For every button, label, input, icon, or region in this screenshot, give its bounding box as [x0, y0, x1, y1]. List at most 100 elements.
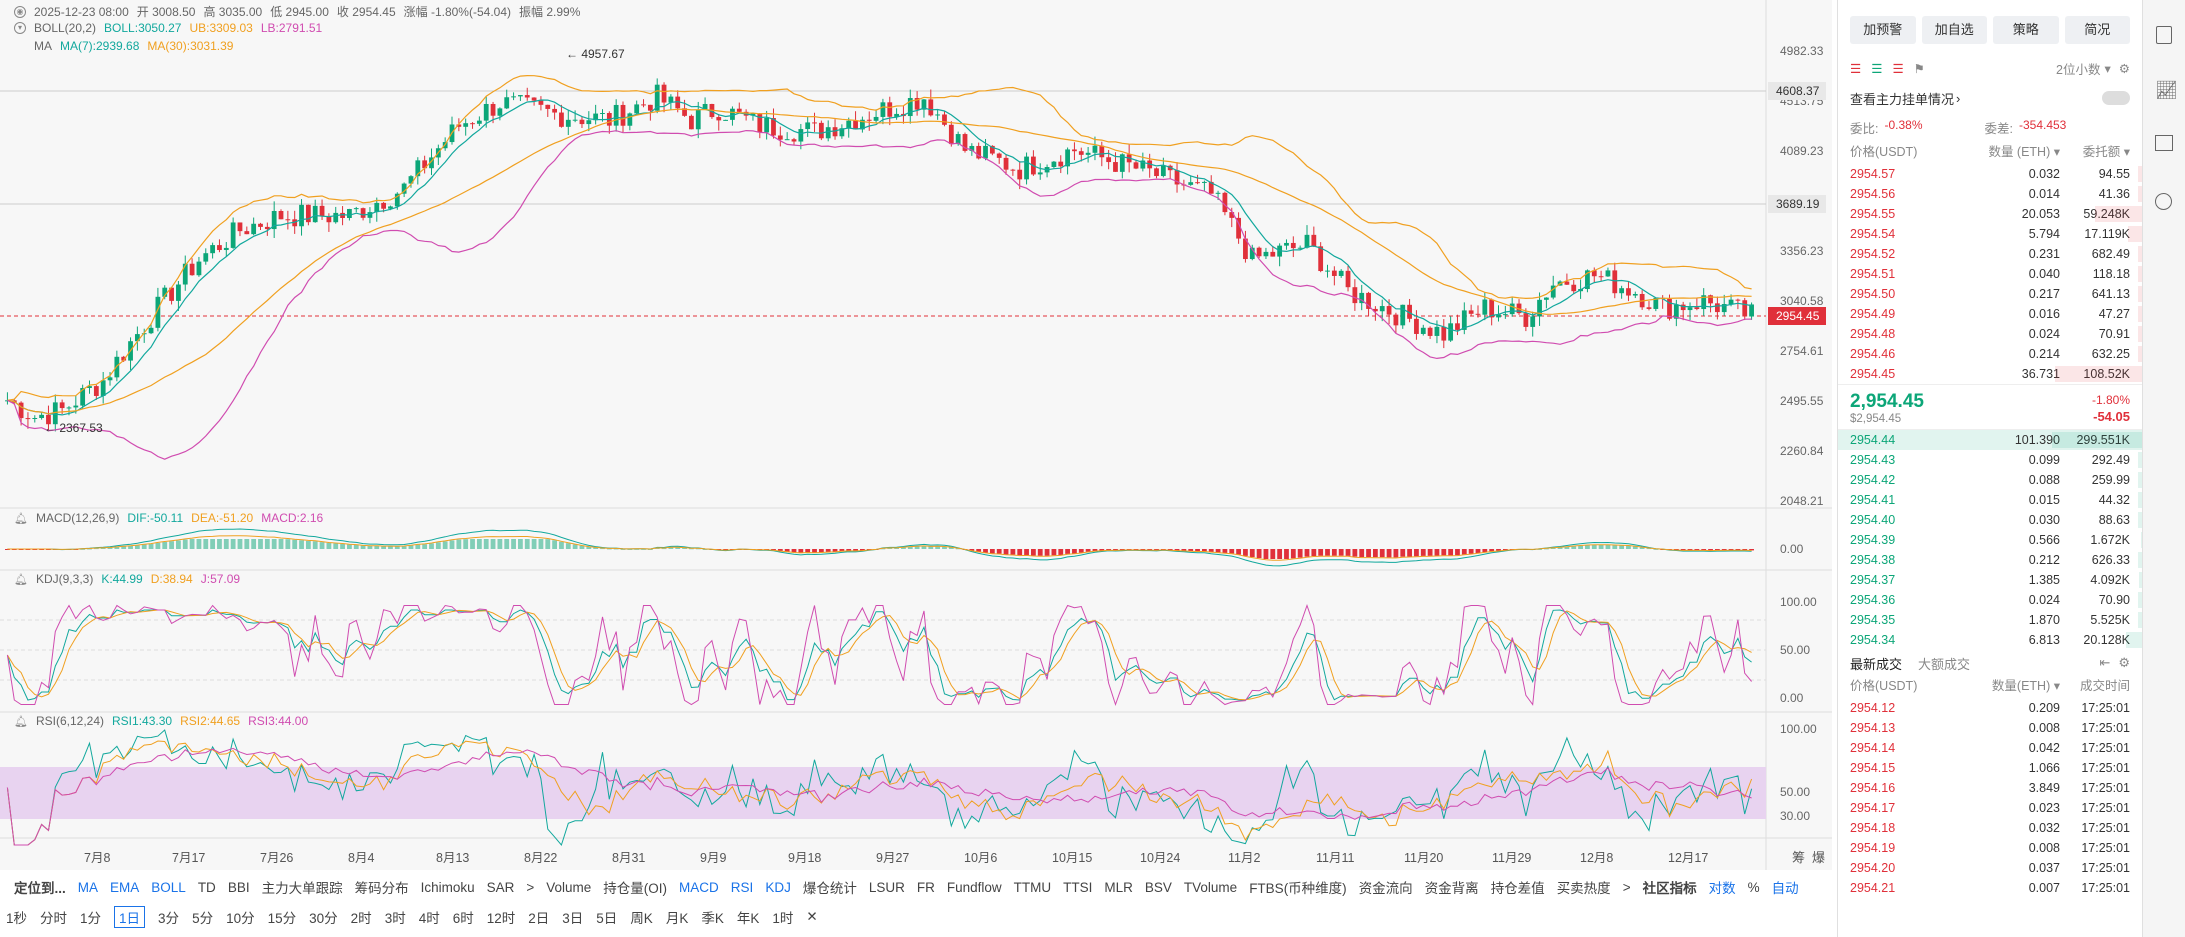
ask-row-price: 2954.45 — [1850, 367, 1896, 381]
timeframe-1[interactable]: 分时 — [40, 911, 68, 926]
action-button-1[interactable]: 加自选 — [1921, 16, 1987, 44]
indicator-17[interactable]: LSUR — [868, 879, 905, 895]
timeframe-17[interactable]: 周K — [630, 911, 653, 926]
eye-icon[interactable] — [14, 40, 26, 52]
indicator-27[interactable]: 资金背离 — [1424, 881, 1479, 896]
candle-body — [976, 145, 982, 159]
indicator-2[interactable]: EMA — [110, 879, 140, 895]
layout-ask-icon[interactable]: ☰ — [1892, 61, 1904, 76]
depth-bar — [2125, 632, 2142, 648]
timeframe-19[interactable]: 季K — [701, 911, 724, 926]
settings-icon[interactable] — [2155, 193, 2172, 210]
indicator-0[interactable]: 定位到... — [14, 881, 66, 896]
timeframe-21[interactable]: 1时 — [772, 911, 794, 926]
indicator-33[interactable]: % — [1747, 879, 1760, 895]
chart-icon[interactable]: 📈︎ — [2155, 80, 2178, 100]
bell-icon[interactable]: 🔔︎ — [14, 573, 28, 586]
timeframe-18[interactable]: 月K — [665, 911, 689, 926]
indicator-7[interactable]: 筹码分布 — [354, 881, 409, 896]
timeframe-11[interactable]: 4时 — [418, 911, 440, 926]
indicator-23[interactable]: BSV — [1144, 879, 1172, 895]
indicator-24[interactable]: TVolume — [1183, 879, 1238, 895]
macd-bar — [935, 546, 941, 549]
gear-icon[interactable]: ⚙ — [2118, 655, 2130, 670]
indicator-22[interactable]: MLR — [1104, 879, 1133, 895]
indicator-9[interactable]: SAR — [486, 879, 515, 895]
timeframe-13[interactable]: 12时 — [486, 911, 516, 926]
indicator-1[interactable]: MA — [77, 879, 99, 895]
rsi-value-0: RSI(6,12,24) — [35, 714, 105, 728]
timeframe-0[interactable]: 1秒 — [6, 911, 28, 926]
collapse-icon[interactable]: ▾ — [14, 22, 26, 34]
indicator-26[interactable]: 资金流向 — [1358, 881, 1413, 896]
indicator-18[interactable]: FR — [916, 879, 935, 895]
timeframe-14[interactable]: 2日 — [528, 911, 550, 926]
calculator-icon[interactable] — [2156, 26, 2172, 44]
indicator-34[interactable]: 自动 — [1771, 881, 1799, 896]
macd-bar — [1639, 547, 1645, 549]
indicator-11[interactable]: Volume — [546, 879, 592, 895]
timeframe-6[interactable]: 10分 — [226, 911, 255, 926]
indicator-5[interactable]: BBI — [227, 879, 250, 895]
timeframe-2[interactable]: 1分 — [80, 911, 102, 926]
bar-chart-icon[interactable] — [2155, 135, 2173, 151]
indicator-25[interactable]: FTBS(币种维度) — [1249, 881, 1347, 896]
indicator-30[interactable]: > — [1622, 879, 1631, 895]
indicator-10[interactable]: > — [526, 879, 535, 895]
timeframe-7[interactable]: 15分 — [267, 911, 297, 926]
timeframe-22[interactable]: ✕ — [806, 909, 818, 924]
action-button-3[interactable]: 简况 — [2064, 16, 2130, 44]
candle-body — [196, 261, 202, 276]
timeframe-16[interactable]: 5日 — [596, 911, 618, 926]
timeframe-9[interactable]: 2时 — [350, 911, 372, 926]
timeframe-5[interactable]: 5分 — [192, 911, 214, 926]
timeframe-8[interactable]: 30分 — [309, 911, 338, 926]
timeframe-10[interactable]: 3时 — [384, 911, 406, 926]
indicator-6[interactable]: 主力大单跟踪 — [261, 881, 343, 896]
timeframe-4[interactable]: 3分 — [158, 911, 180, 926]
action-button-2[interactable]: 策略 — [1993, 16, 2059, 44]
bell-icon[interactable]: 🔔︎ — [14, 512, 28, 525]
indicator-28[interactable]: 持仓差值 — [1490, 881, 1545, 896]
bid-row-qty: 0.566 — [2028, 533, 2060, 547]
eye-icon[interactable]: ◉ — [14, 5, 26, 18]
indicator-29[interactable]: 买卖热度 — [1556, 881, 1611, 896]
filter-icon[interactable]: ⇤ — [2099, 655, 2111, 670]
chart-area[interactable]: 4982.33 4513.75 4089.23 3356.23 3040.58 2754.… — [0, 0, 1832, 870]
gear-icon[interactable]: ⚙ — [2118, 61, 2130, 76]
candle-body — [1113, 162, 1118, 172]
indicator-31[interactable]: 社区指标 — [1642, 881, 1697, 896]
bid-row-qty: 1.870 — [2028, 613, 2060, 627]
tab-large-trades[interactable]: 大额成交 — [1918, 656, 1971, 672]
indicator-19[interactable]: Fundflow — [946, 879, 1002, 895]
indicator-13[interactable]: MACD — [679, 879, 719, 895]
layout-both-icon[interactable]: ☰ — [1850, 61, 1862, 76]
toggle-switch[interactable] — [2102, 91, 2130, 105]
flag-icon[interactable]: ⚑ — [1913, 61, 1925, 76]
indicator-32[interactable]: 对数 — [1708, 881, 1736, 896]
price-tick: 2495.55 — [1780, 394, 1824, 408]
timeframe-12[interactable]: 6时 — [452, 911, 474, 926]
indicator-20[interactable]: TTMU — [1013, 879, 1052, 895]
indicator-12[interactable]: 持仓量(OI) — [603, 881, 668, 896]
indicator-8[interactable]: Ichimoku — [420, 879, 475, 895]
kline-chart[interactable]: 4982.334513.754089.233356.233040.582754.… — [0, 0, 1832, 870]
tab-latest-trades[interactable]: 最新成交 — [1850, 656, 1903, 672]
indicator-14[interactable]: RSI — [730, 879, 754, 895]
bell-icon[interactable]: 🔔︎ — [14, 715, 28, 728]
indicator-4[interactable]: TD — [197, 879, 216, 895]
timeframe-20[interactable]: 年K — [736, 911, 760, 926]
timeframe-15[interactable]: 3日 — [562, 911, 584, 926]
indicator-21[interactable]: TTSI — [1063, 879, 1093, 895]
macd-bar — [1489, 549, 1495, 552]
main-orders-link[interactable]: 查看主力挂单情况 — [1850, 91, 1955, 107]
layout-bid-icon[interactable]: ☰ — [1871, 61, 1883, 76]
action-button-0[interactable]: 加预警 — [1850, 16, 1916, 44]
indicator-15[interactable]: KDJ — [765, 879, 791, 895]
indicator-3[interactable]: BOLL — [151, 879, 186, 895]
candle-body — [1714, 303, 1720, 313]
precision-select[interactable]: 2位小数 — [2056, 62, 2101, 77]
timeframe-3[interactable]: 1日 — [114, 906, 146, 928]
price-tag-label: 3689.19 — [1776, 197, 1820, 211]
indicator-16[interactable]: 爆仓统计 — [802, 881, 857, 896]
